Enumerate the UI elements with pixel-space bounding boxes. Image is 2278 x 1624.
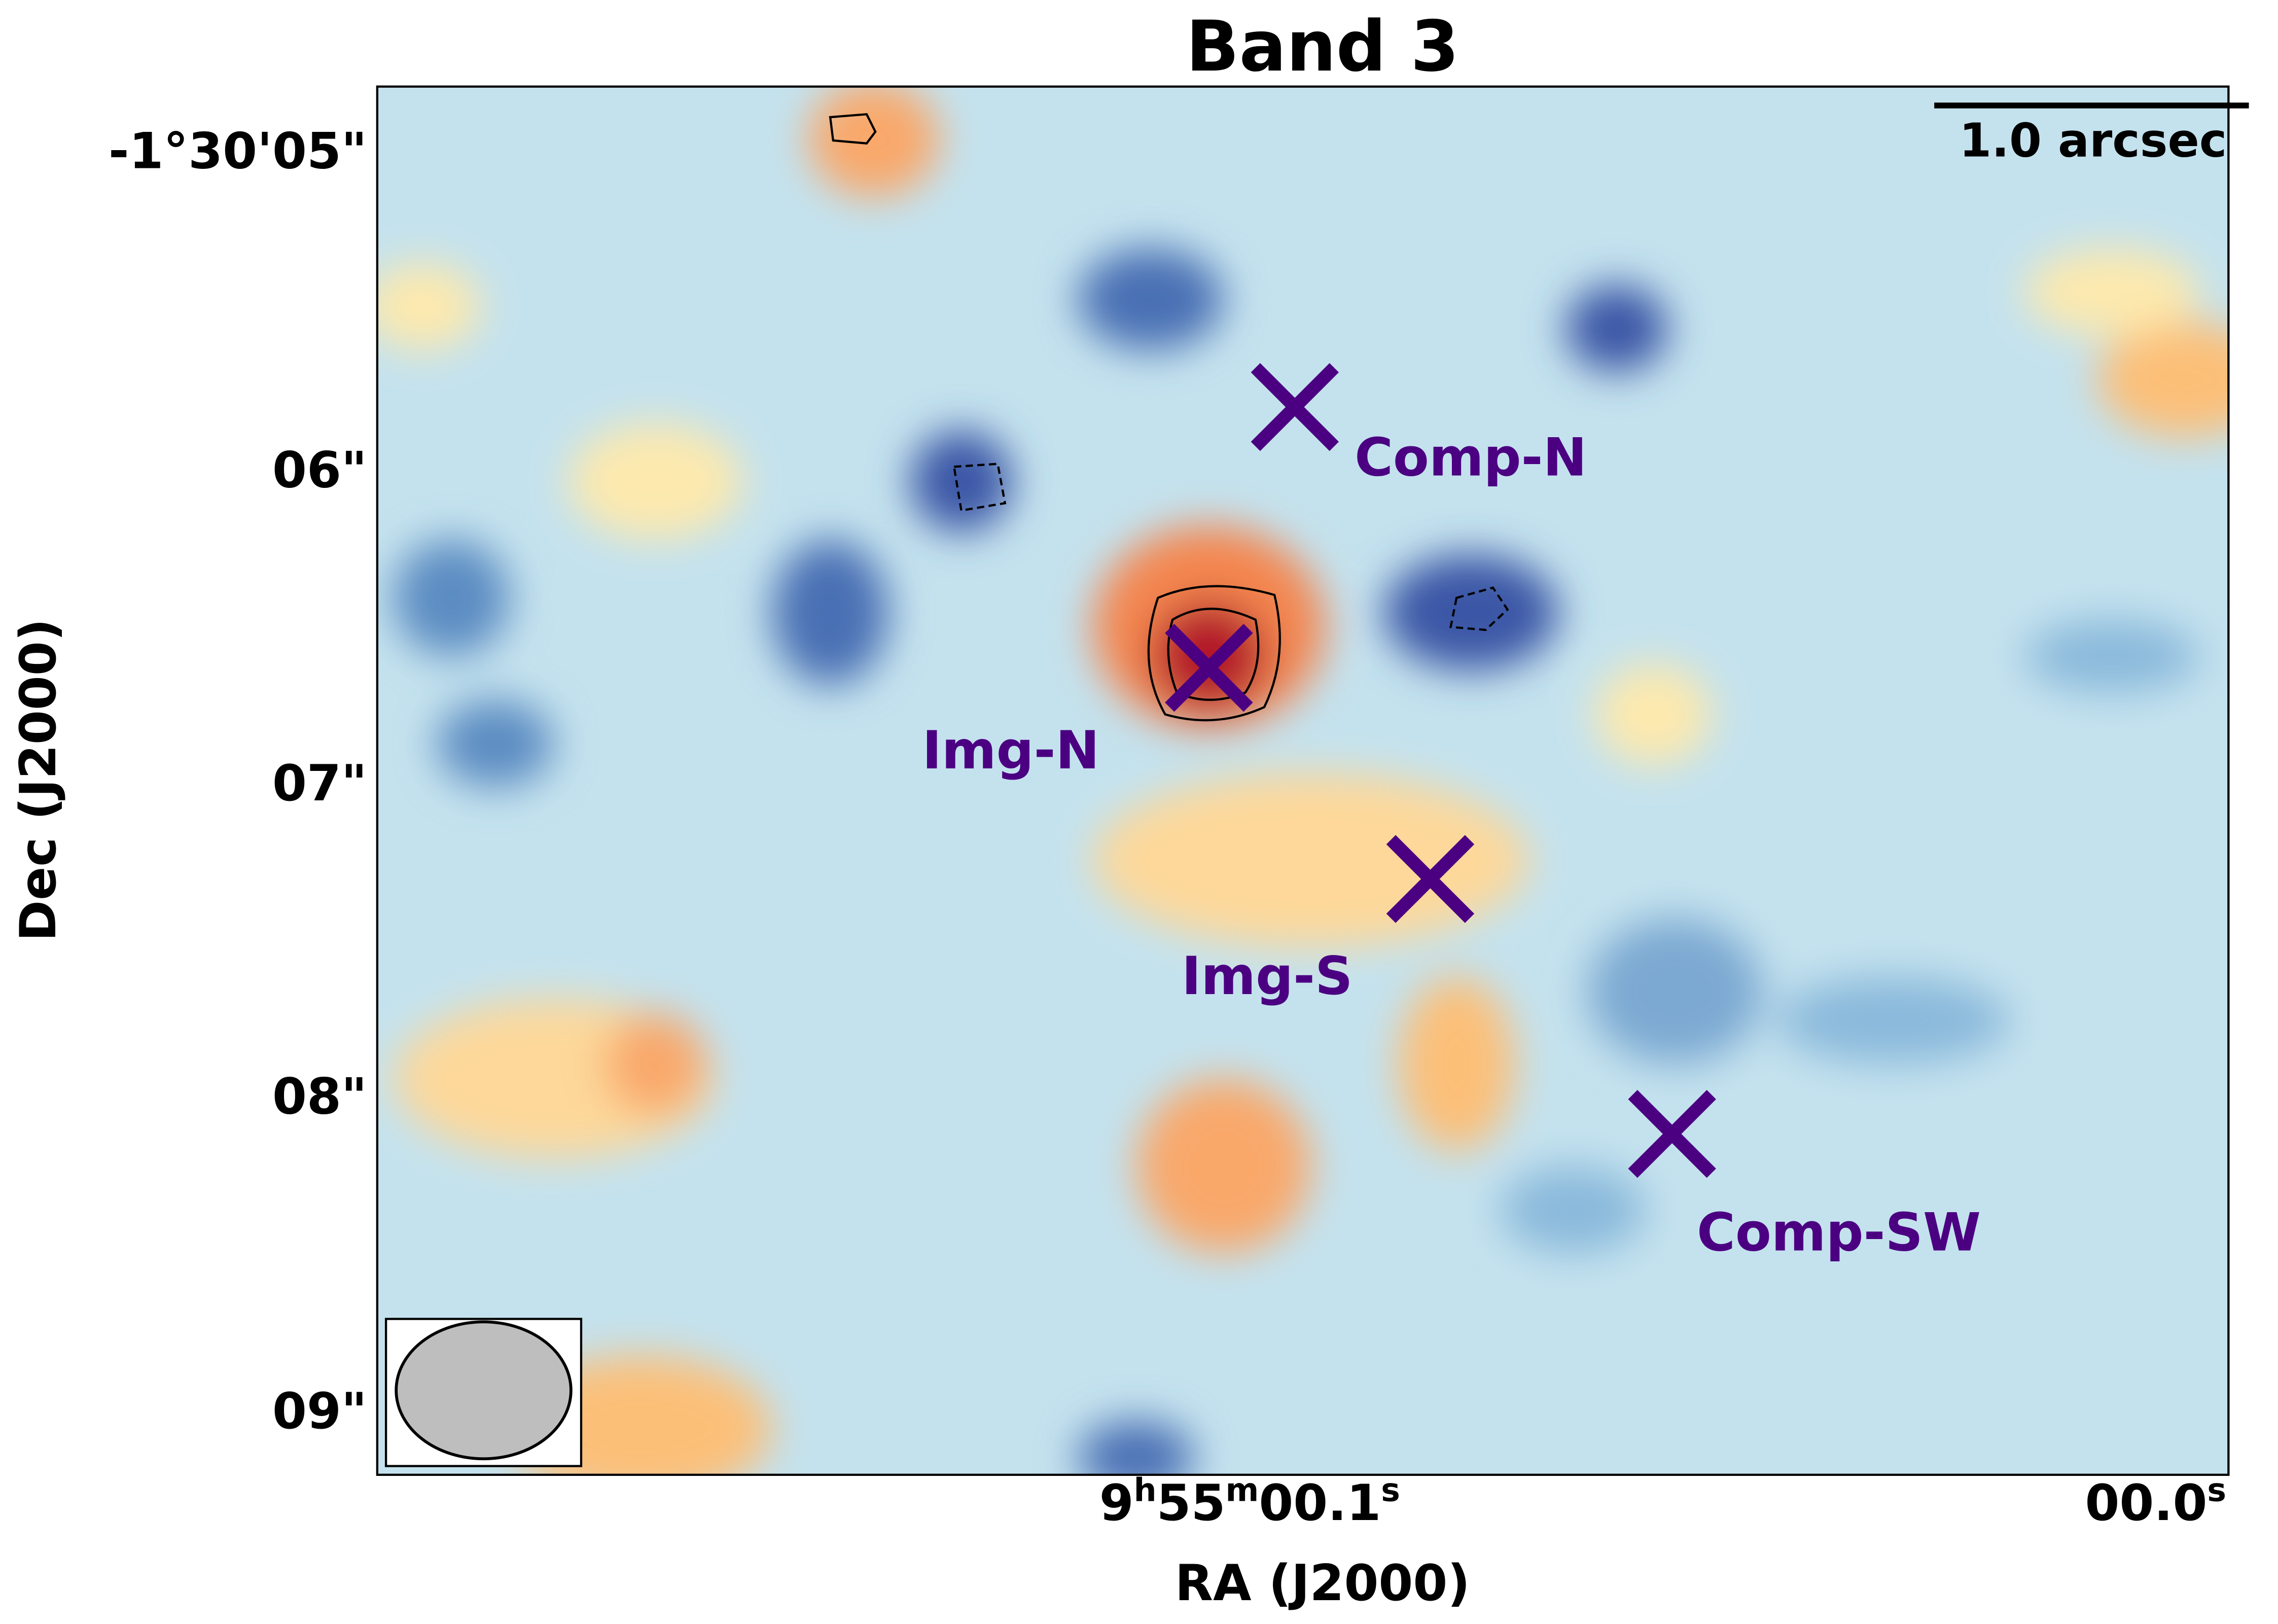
map-image (377, 86, 2229, 1475)
x-tick-unit: m (1226, 1471, 1259, 1509)
marker-label: Img-N (922, 720, 1099, 781)
x-tick-number: 00.1 (1259, 1474, 1381, 1532)
x-tick-label: 9h55m00.1s (1099, 1471, 1400, 1532)
y-tick-label: 07" (272, 755, 367, 813)
y-tick-label: 09" (272, 1383, 367, 1440)
x-axis-label: RA (J2000) (1175, 1555, 1470, 1612)
x-tick-number: 55 (1157, 1474, 1226, 1532)
title: Band 3 (1186, 6, 1459, 87)
x-tick-number: 00.0 (2085, 1474, 2207, 1532)
x-tick-unit: h (1134, 1471, 1157, 1509)
scalebar-label: 1.0 arcsec (1959, 114, 2227, 168)
y-tick-label: -1°30'05" (109, 123, 367, 181)
markers (1165, 363, 1716, 1178)
y-tick-label: 08" (272, 1068, 367, 1126)
plot-frame (376, 85, 2230, 1476)
y-tick-label: 06" (272, 442, 367, 500)
beam (395, 1320, 573, 1461)
marker-label: Comp-N (1355, 428, 1587, 488)
x-tick-label: 00.0s (2085, 1471, 2226, 1532)
marker-label: Img-S (1182, 946, 1353, 1007)
x-tick-number: 9 (1099, 1474, 1134, 1532)
y-axis-label: Dec (J2000) (10, 619, 67, 941)
x-tick-unit: s (2207, 1471, 2226, 1509)
x-tick-unit: s (1381, 1471, 1400, 1509)
marker-label: Comp-SW (1697, 1203, 1981, 1263)
